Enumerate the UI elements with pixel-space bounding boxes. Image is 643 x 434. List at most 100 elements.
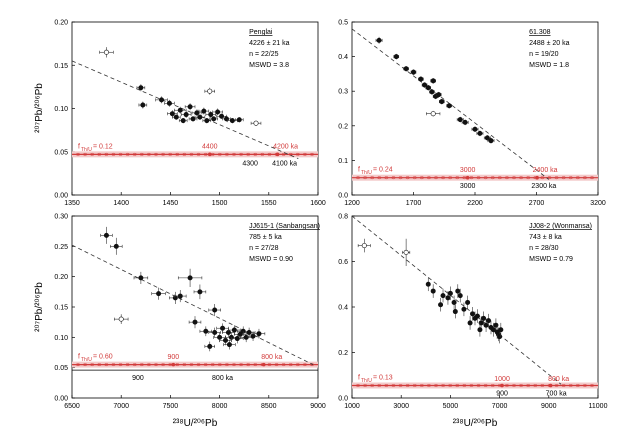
data-point — [393, 54, 399, 60]
concordia-marker — [433, 384, 439, 387]
y-tick-label: 0.6 — [338, 259, 348, 266]
concordia-marker — [217, 152, 222, 156]
concordia-marker — [203, 363, 208, 367]
data-point — [457, 117, 463, 123]
red-age-label: 4400 — [202, 143, 218, 150]
info-line: MSWD = 3.8 — [249, 62, 289, 69]
data-point — [477, 130, 483, 136]
data-point — [211, 116, 217, 122]
data-point — [173, 114, 179, 120]
info-line: n = 27/28 — [249, 245, 278, 252]
concordia-marker — [75, 363, 81, 367]
concordia-marker — [412, 176, 417, 180]
fthu-subscript: Th/U — [361, 170, 372, 176]
hollow-point — [253, 120, 259, 126]
concordia-marker — [90, 363, 95, 367]
concordia-marker — [469, 384, 474, 387]
concordia-marker — [189, 152, 194, 156]
concordia-marker — [231, 363, 237, 367]
data-point — [187, 275, 193, 281]
red-age-dot — [261, 362, 266, 367]
data-point — [418, 76, 424, 82]
x-tick-label: 7000 — [492, 403, 508, 410]
y-tick-label: 0.0 — [338, 193, 348, 200]
data-point — [190, 116, 196, 122]
plot-frame — [71, 215, 319, 399]
concordia-marker — [253, 152, 258, 156]
concordia-marker — [363, 176, 368, 180]
concordia-marker — [239, 363, 244, 367]
data-point — [113, 243, 119, 249]
data-point — [410, 69, 416, 75]
hollow-point — [430, 111, 436, 117]
data-point — [159, 97, 165, 103]
concordia-marker — [231, 152, 237, 156]
concordia-marker — [104, 152, 109, 156]
data-point — [447, 290, 453, 296]
data-point — [103, 232, 109, 238]
data-point — [197, 289, 203, 295]
concordia-marker — [540, 176, 545, 180]
concordia-marker — [83, 363, 88, 367]
concordia-marker — [355, 384, 361, 387]
chart-jj615-1: 6500 7000 7500 8000 8500 9000 0.00 0.05 0.10 0.15… — [54, 214, 326, 411]
x-tick-label: 1400 — [113, 200, 129, 207]
concordia-marker — [267, 152, 272, 156]
data-point — [138, 85, 144, 91]
x-tick-label: 1550 — [261, 200, 277, 207]
data-point — [446, 103, 452, 109]
concordia-marker — [118, 152, 123, 156]
data-point — [166, 100, 172, 106]
concordia-marker — [90, 152, 95, 156]
data-point — [438, 302, 444, 308]
y-tick-label: 0.10 — [54, 335, 68, 342]
red-age-dot — [535, 175, 539, 180]
concordia-marker — [426, 176, 431, 180]
concordia-marker — [519, 384, 524, 387]
concordia-marker — [309, 363, 315, 367]
concordia-marker — [196, 152, 201, 156]
x-tick-label: 1700 — [406, 200, 422, 207]
concordia-marker — [561, 384, 566, 387]
concordia-marker — [97, 152, 102, 156]
concordia-marker — [519, 176, 524, 180]
concordia-marker — [125, 152, 130, 156]
concordia-marker — [405, 384, 410, 387]
data-point — [455, 288, 461, 294]
x-tick-label: 3000 — [393, 403, 409, 410]
concordia-marker — [288, 363, 293, 367]
concordia-marker — [582, 176, 587, 180]
black-age-label: 2300 ka — [531, 183, 556, 190]
data-point — [472, 126, 478, 132]
concordia-marker — [267, 363, 272, 367]
data-point — [197, 114, 203, 120]
y-tick-label: 0.30 — [54, 214, 68, 221]
y-tick-label: 0.1 — [338, 158, 348, 165]
concordia-marker — [476, 176, 481, 180]
data-point — [177, 107, 183, 113]
y-tick-label: 0.8 — [338, 214, 348, 221]
fthu-label: f — [78, 143, 80, 150]
data-point — [470, 311, 476, 317]
concordia-marker — [589, 384, 595, 387]
concordia-marker — [182, 152, 187, 156]
concordia-marker — [391, 176, 396, 180]
concordia-marker — [419, 384, 424, 387]
concordia-marker — [589, 176, 595, 180]
y-tick-label: 0.20 — [54, 20, 68, 27]
concordia-marker — [355, 176, 361, 180]
fthu-label: f — [358, 374, 360, 381]
concordia-marker — [398, 384, 403, 387]
concordia-marker — [490, 384, 495, 387]
x-tick-label: 6500 — [64, 403, 80, 410]
data-point — [488, 138, 494, 144]
data-point — [194, 110, 200, 116]
y-tick-label: 0.2 — [338, 123, 348, 130]
concordia-marker — [405, 176, 410, 180]
y-tick-label: 0.5 — [338, 20, 348, 27]
x-tick-label: 3200 — [590, 200, 606, 207]
fthu-label: f — [78, 354, 80, 361]
x-axis-label-left: ²³⁸U/²⁰⁶Pb — [173, 418, 218, 429]
y-tick-label: 0.00 — [54, 396, 68, 403]
